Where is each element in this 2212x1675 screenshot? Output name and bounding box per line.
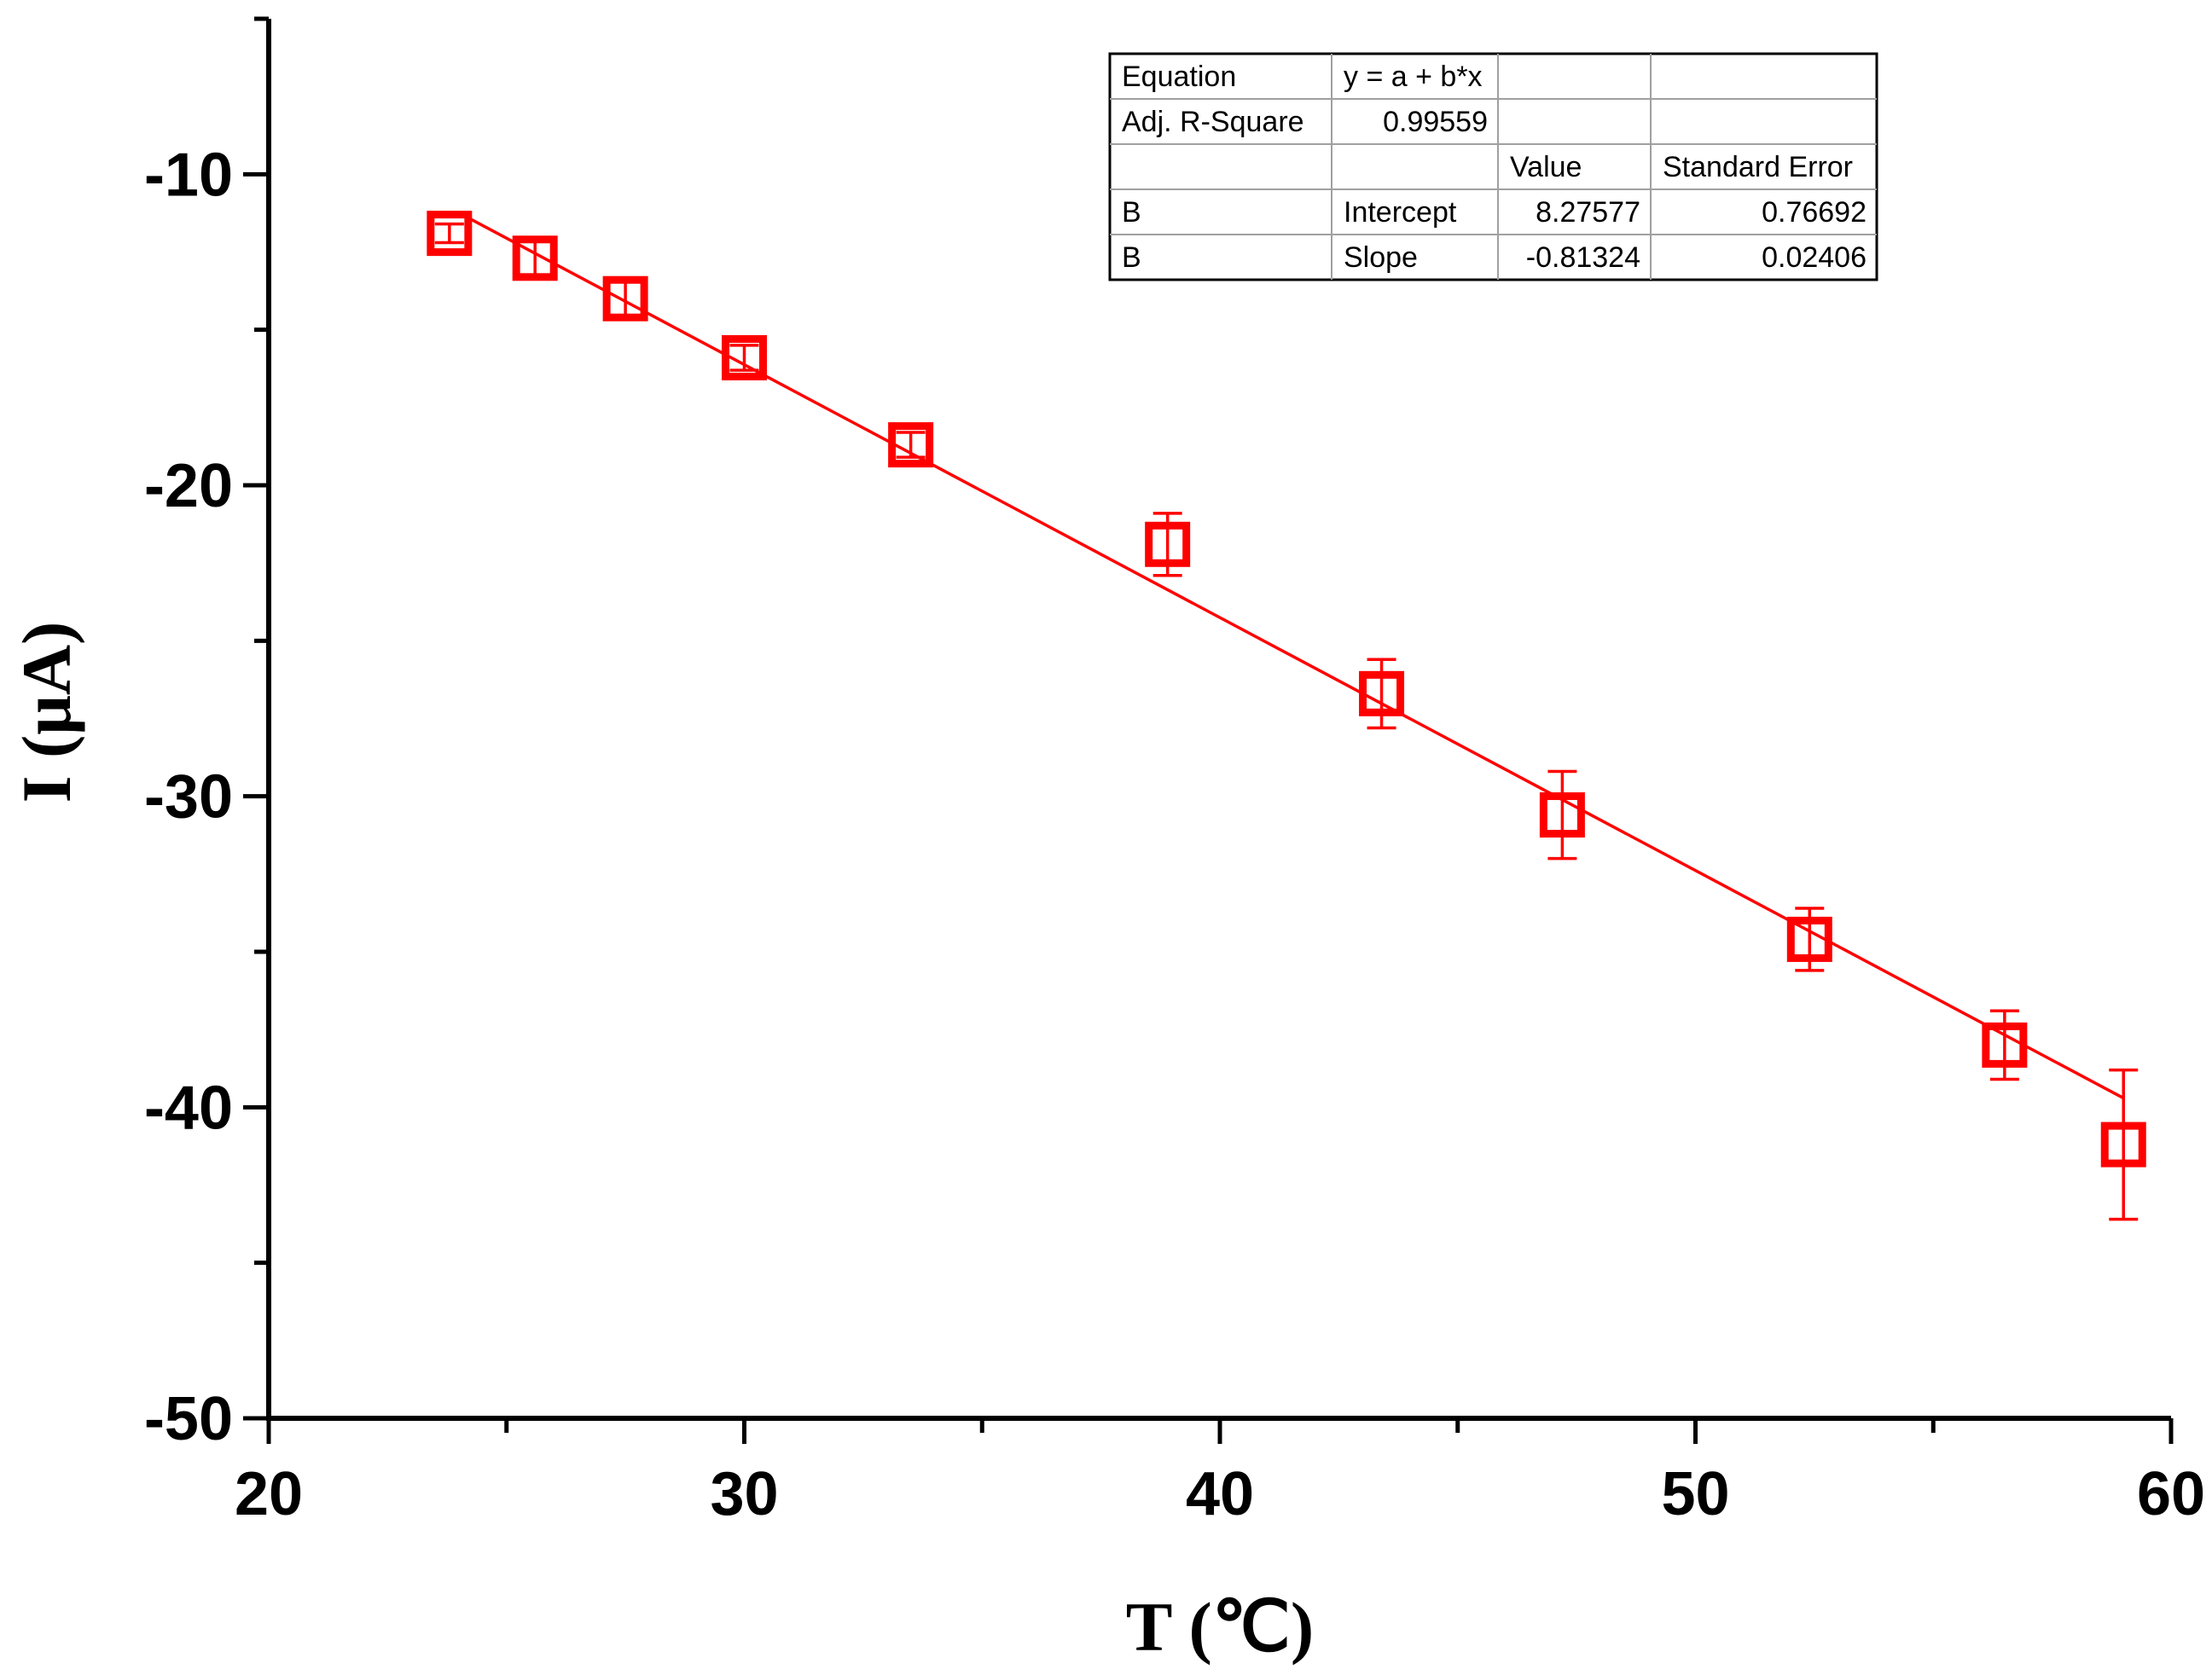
linear-fit-line [467,217,2125,1100]
data-points [427,211,2146,1221]
y-tick-label: -20 [144,452,233,520]
square-marker [888,422,934,468]
square-marker [2100,1121,2146,1168]
square-marker [1145,521,1191,567]
table-cell: Equation [1122,61,1236,93]
x-tick-label: 60 [2137,1460,2205,1528]
table-cell: Slope [1344,241,1418,274]
x-tick-label: 30 [710,1460,778,1528]
square-marker [1359,670,1405,716]
data-point-4 [722,334,767,380]
x-tick-label: 20 [235,1460,303,1528]
square-marker [1539,792,1585,838]
table-cell: Adj. R-Square [1122,106,1304,138]
axes: 20 30 40 50 60 -10 -20 -30 -40 -50 [144,16,2205,1528]
data-point-9 [1786,907,1832,972]
square-marker [427,211,473,257]
data-point-10 [1982,1009,2028,1081]
square-marker [722,334,767,380]
x-axis-title: T (℃) [1126,1588,1314,1666]
table-cell: 0.99559 [1383,106,1488,138]
table-cell: 8.27577 [1536,196,1640,229]
square-marker [1982,1022,2028,1068]
table-cell: y = a + b*x [1344,61,1483,93]
data-point-5 [888,422,934,468]
table-cell: 0.02406 [1762,241,1867,274]
data-point-2 [512,235,558,281]
square-marker [1786,916,1832,962]
square-marker [512,235,558,281]
y-tick-label: -50 [144,1385,233,1453]
x-tick-label: 50 [1661,1460,1729,1528]
y-tick-label: -10 [144,141,233,209]
table-cell: Intercept [1344,196,1457,229]
y-tick-label: -30 [144,763,233,832]
table-cell: B [1122,241,1141,274]
data-point-6 [1145,512,1191,577]
x-tick-label: 40 [1186,1460,1254,1528]
y-axis-title: I (μA) [8,622,85,803]
data-point-7 [1359,658,1405,730]
table-cell: Standard Error [1663,151,1853,183]
fit-line-group [467,217,2125,1100]
y-tick-label: -40 [144,1074,233,1142]
data-point-8 [1539,769,1585,861]
data-point-1 [427,211,473,257]
fit-results-table: Equation y = a + b*x Adj. R-Square 0.99559 V… [1108,52,1878,281]
table-cell: -0.81324 [1526,241,1640,274]
table-border [1108,52,1878,281]
table-cell: 0.76692 [1762,196,1867,229]
data-point-3 [602,275,648,322]
table-cell: Value [1510,151,1582,183]
data-point-11 [2100,1068,2146,1221]
square-marker [602,275,648,322]
table-cell: B [1122,196,1141,229]
